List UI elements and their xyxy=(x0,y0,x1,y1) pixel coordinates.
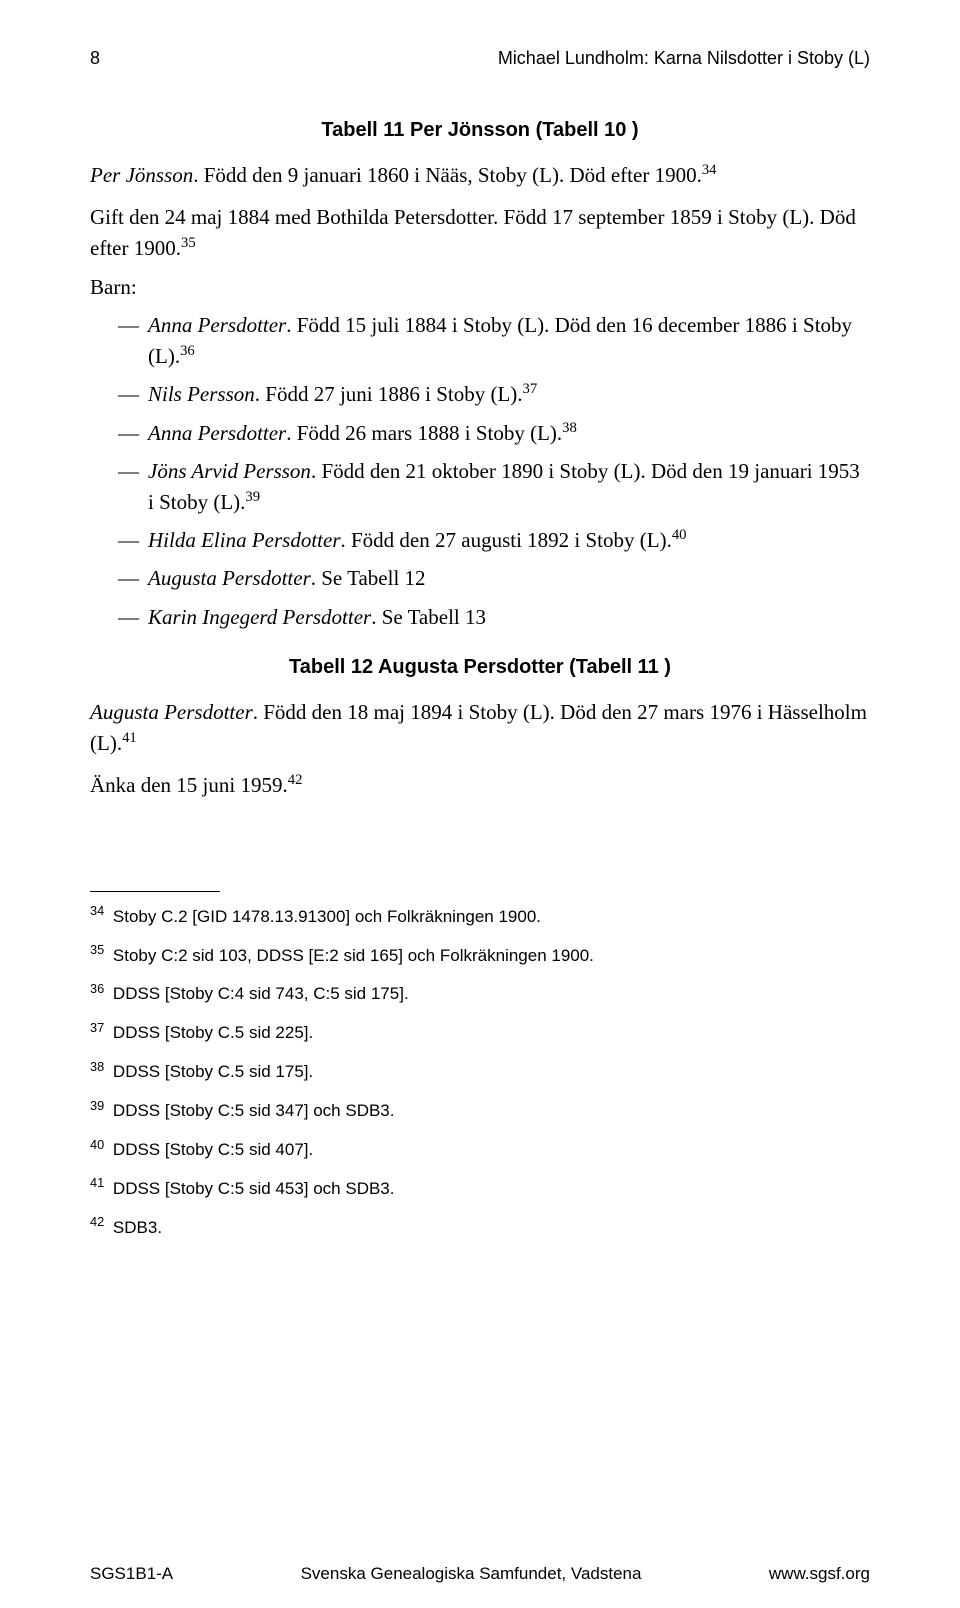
child-item: —Karin Ingegerd Persdotter. Se Tabell 13 xyxy=(90,602,870,632)
footnote-num: 37 xyxy=(90,1020,104,1035)
footnote-separator xyxy=(90,891,220,892)
child-rest: . Se Tabell 13 xyxy=(371,605,486,629)
child-rest: . Se Tabell 12 xyxy=(311,566,426,590)
footnote: 35 Stoby C:2 sid 103, DDSS [E:2 sid 165]… xyxy=(90,945,870,968)
footnote: 41 DDSS [Stoby C:5 sid 453] och SDB3. xyxy=(90,1178,870,1201)
child-item: —Nils Persson. Född 27 juni 1886 i Stoby… xyxy=(90,379,870,409)
footnote-ref: 34 xyxy=(702,162,717,178)
footnote-text: DDSS [Stoby C.5 sid 225]. xyxy=(108,1023,313,1042)
document-page: 8 Michael Lundholm: Karna Nilsdotter i S… xyxy=(0,0,960,1608)
footnote-num: 34 xyxy=(90,903,104,918)
footnote-text: DDSS [Stoby C:5 sid 407]. xyxy=(108,1140,313,1159)
child-name: Nils Persson xyxy=(148,382,255,406)
tabell-11-heading: Tabell 11 Per Jönsson (Tabell 10 ) xyxy=(90,119,870,142)
running-title: Michael Lundholm: Karna Nilsdotter i Sto… xyxy=(498,48,870,69)
tabell-12-widow: Änka den 15 juni 1959.42 xyxy=(90,770,870,800)
footnote: 37 DDSS [Stoby C.5 sid 225]. xyxy=(90,1022,870,1045)
child-item: —Anna Persdotter. Född 15 juli 1884 i St… xyxy=(90,310,870,371)
footnote: 34 Stoby C.2 [GID 1478.13.91300] och Fol… xyxy=(90,906,870,929)
footnote-num: 41 xyxy=(90,1175,104,1190)
footnote-ref: 37 xyxy=(523,381,538,397)
child-name: Anna Persdotter xyxy=(148,313,286,337)
child-item: —Anna Persdotter. Född 26 mars 1888 i St… xyxy=(90,418,870,448)
footnote: 40 DDSS [Stoby C:5 sid 407]. xyxy=(90,1139,870,1162)
footnote: 39 DDSS [Stoby C:5 sid 347] och SDB3. xyxy=(90,1100,870,1123)
footer-right: www.sgsf.org xyxy=(769,1564,870,1584)
footnote-num: 38 xyxy=(90,1059,104,1074)
page-content: Tabell 11 Per Jönsson (Tabell 10 ) Per J… xyxy=(90,111,870,1544)
barn-label: Barn: xyxy=(90,275,870,300)
footnote-text: Stoby C.2 [GID 1478.13.91300] och Folkrä… xyxy=(108,907,541,926)
footnote-text: SDB3. xyxy=(108,1218,162,1237)
child-name: Anna Persdotter xyxy=(148,421,286,445)
child-name: Augusta Persdotter xyxy=(148,566,311,590)
footnote-num: 42 xyxy=(90,1214,104,1229)
child-name: Karin Ingegerd Persdotter xyxy=(148,605,371,629)
subject-rest: . Född den 9 januari 1860 i Nääs, Stoby … xyxy=(193,163,702,187)
child-name: Jöns Arvid Persson xyxy=(148,459,311,483)
footnote-ref: 42 xyxy=(288,772,303,788)
children-list: —Anna Persdotter. Född 15 juli 1884 i St… xyxy=(90,310,870,632)
child-item: —Hilda Elina Persdotter. Född den 27 aug… xyxy=(90,525,870,555)
footnote-num: 35 xyxy=(90,942,104,957)
tabell-11-marriage: Gift den 24 maj 1884 med Bothilda Peters… xyxy=(90,202,870,263)
footnote: 36 DDSS [Stoby C:4 sid 743, C:5 sid 175]… xyxy=(90,983,870,1006)
footnote-ref: 40 xyxy=(672,527,687,543)
tabell-12-subject: Augusta Persdotter. Född den 18 maj 1894… xyxy=(90,697,870,758)
footnotes: 34 Stoby C.2 [GID 1478.13.91300] och Fol… xyxy=(90,906,870,1240)
footnote: 42 SDB3. xyxy=(90,1217,870,1240)
page-header: 8 Michael Lundholm: Karna Nilsdotter i S… xyxy=(90,48,870,69)
footer-left: SGS1B1-A xyxy=(90,1564,173,1584)
subject-name: Augusta Persdotter xyxy=(90,700,253,724)
footnote-ref: 36 xyxy=(180,343,195,359)
child-rest: . Född 26 mars 1888 i Stoby (L). xyxy=(286,421,562,445)
footnote-text: DDSS [Stoby C.5 sid 175]. xyxy=(108,1062,313,1081)
footnote-text: DDSS [Stoby C:5 sid 453] och SDB3. xyxy=(108,1179,394,1198)
child-item: —Augusta Persdotter. Se Tabell 12 xyxy=(90,563,870,593)
child-name: Hilda Elina Persdotter xyxy=(148,528,341,552)
footnote-text: Stoby C:2 sid 103, DDSS [E:2 sid 165] oc… xyxy=(108,946,594,965)
footnote-ref: 41 xyxy=(122,730,137,746)
widow-text: Änka den 15 juni 1959. xyxy=(90,773,288,797)
footnote: 38 DDSS [Stoby C.5 sid 175]. xyxy=(90,1061,870,1084)
page-footer: SGS1B1-A Svenska Genealogiska Samfundet,… xyxy=(90,1544,870,1584)
footnote-num: 40 xyxy=(90,1137,104,1152)
footnote-num: 36 xyxy=(90,981,104,996)
footnote-ref: 39 xyxy=(245,489,260,505)
footnote-text: DDSS [Stoby C:5 sid 347] och SDB3. xyxy=(108,1101,394,1120)
tabell-11-subject: Per Jönsson. Född den 9 januari 1860 i N… xyxy=(90,160,870,190)
footnote-num: 39 xyxy=(90,1098,104,1113)
footnote-ref: 35 xyxy=(181,235,196,251)
child-rest: . Född den 27 augusti 1892 i Stoby (L). xyxy=(341,528,672,552)
marriage-text: Gift den 24 maj 1884 med Bothilda Peters… xyxy=(90,205,856,259)
footnote-text: DDSS [Stoby C:4 sid 743, C:5 sid 175]. xyxy=(108,984,408,1003)
tabell-12-heading: Tabell 12 Augusta Persdotter (Tabell 11 … xyxy=(90,656,870,679)
footer-center: Svenska Genealogiska Samfundet, Vadstena xyxy=(301,1564,642,1584)
child-item: —Jöns Arvid Persson. Född den 21 oktober… xyxy=(90,456,870,517)
page-number: 8 xyxy=(90,48,100,69)
child-rest: . Född 27 juni 1886 i Stoby (L). xyxy=(255,382,523,406)
subject-name: Per Jönsson xyxy=(90,163,193,187)
footnote-ref: 38 xyxy=(562,420,577,436)
